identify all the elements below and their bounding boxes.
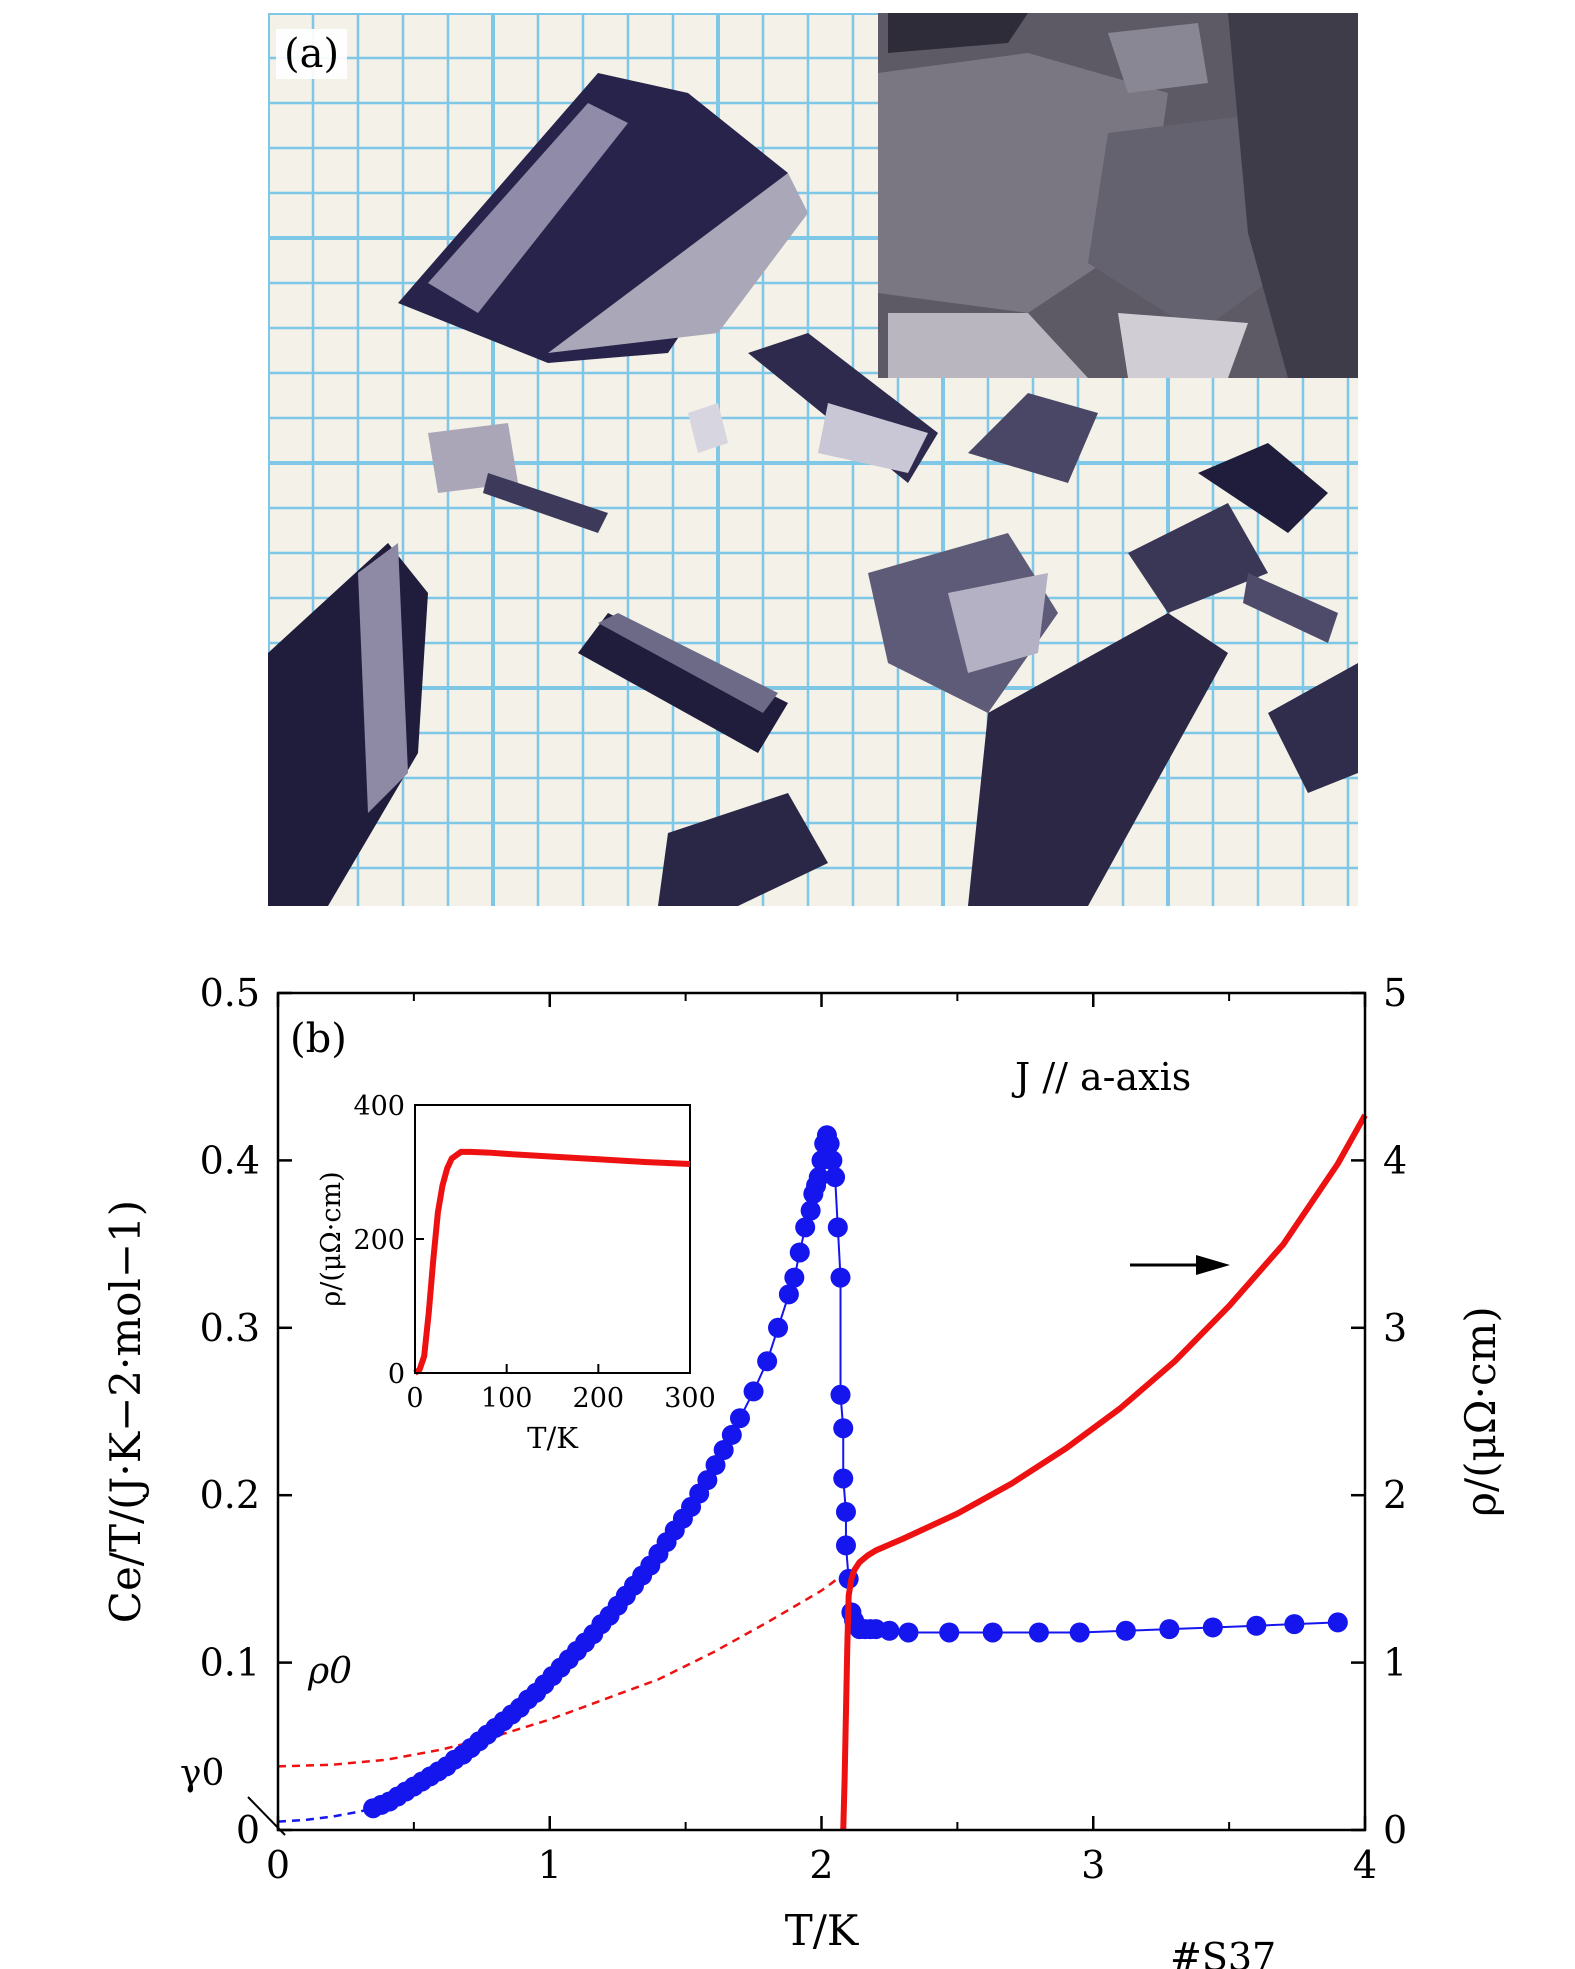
specific-heat-point bbox=[1159, 1619, 1180, 1640]
specific-heat-point bbox=[898, 1622, 919, 1643]
sample-id-annotation: #S37 bbox=[1170, 1935, 1276, 1969]
inset-chart: 0 100 200 300 0 200 400 T/K ρ/(μΩ·cm) bbox=[316, 1091, 716, 1455]
y-right-tick-label: 4 bbox=[1383, 1138, 1407, 1182]
y-right-tick-label: 2 bbox=[1383, 1473, 1407, 1517]
gamma0-pointer-line bbox=[247, 1796, 286, 1836]
y-left-tick-label: 0 bbox=[236, 1808, 260, 1852]
y-left-tick-label: 0.2 bbox=[200, 1473, 260, 1517]
chart-axes-layer: 0 1 2 3 400.10.20.30.40.5012345T/KCe/T/(J·K−… bbox=[101, 971, 1505, 1955]
rho0-annotation: ρ0 bbox=[307, 1651, 352, 1692]
specific-heat-point bbox=[1284, 1614, 1305, 1635]
x-tick-label: 2 bbox=[809, 1843, 833, 1887]
specific-heat-point bbox=[830, 1267, 851, 1288]
crystal-shards bbox=[268, 73, 1358, 906]
y-right-tick-label: 0 bbox=[1383, 1808, 1407, 1852]
inset-resistivity-curve bbox=[413, 1148, 691, 1376]
inset-y-tick-label: 0 bbox=[388, 1359, 405, 1390]
specific-heat-point bbox=[822, 1150, 843, 1171]
specific-heat-point bbox=[833, 1468, 854, 1489]
y-left-tick-label: 0.5 bbox=[200, 971, 260, 1015]
x-tick-label: 0 bbox=[266, 1843, 290, 1887]
specific-heat-point bbox=[1246, 1615, 1267, 1636]
specific-heat-point bbox=[795, 1217, 816, 1238]
inset-y-tick-label: 200 bbox=[353, 1225, 405, 1256]
x-tick-label: 4 bbox=[1353, 1843, 1377, 1887]
rho0-dashed-line bbox=[277, 1569, 850, 1768]
y-right-tick-label: 1 bbox=[1383, 1641, 1407, 1685]
crystal-photo bbox=[268, 13, 1358, 906]
x-axis-label: T/K bbox=[785, 1906, 860, 1955]
crystal-photo-panel: (a) bbox=[268, 13, 1358, 906]
current-direction-annotation: J // a-axis bbox=[1011, 1055, 1191, 1099]
specific-heat-point bbox=[778, 1284, 799, 1305]
specific-heat-point bbox=[743, 1381, 764, 1402]
specific-heat-point bbox=[705, 1455, 726, 1476]
right-axis-arrow bbox=[1130, 1255, 1230, 1275]
specific-heat-point bbox=[1028, 1622, 1049, 1643]
inset-x-tick-label: 100 bbox=[481, 1383, 533, 1414]
y-right-tick-label: 3 bbox=[1383, 1306, 1407, 1350]
gamma0-dashed-line bbox=[277, 1807, 374, 1823]
panel-a-label: (a) bbox=[276, 29, 348, 79]
gamma0-annotation: γ0 bbox=[180, 1753, 224, 1794]
inset-y-tick-label: 400 bbox=[353, 1091, 405, 1122]
inset-x-tick-label: 0 bbox=[406, 1383, 423, 1414]
specific-heat-point bbox=[768, 1317, 789, 1338]
specific-heat-point bbox=[879, 1620, 900, 1641]
inset-frame bbox=[414, 1104, 691, 1374]
panel-b-label: (b) bbox=[290, 1016, 347, 1062]
resistivity-curve bbox=[840, 1113, 1368, 1831]
specific-heat-point bbox=[1327, 1612, 1348, 1633]
inset-x-tick-label: 200 bbox=[573, 1383, 625, 1414]
y-left-tick-label: 0.4 bbox=[200, 1138, 260, 1182]
inset-photo bbox=[878, 13, 1358, 378]
specific-heat-point bbox=[982, 1622, 1003, 1643]
specific-heat-point bbox=[721, 1424, 742, 1445]
specific-heat-point bbox=[800, 1200, 821, 1221]
y-left-tick-label: 0.3 bbox=[200, 1306, 260, 1350]
specific-heat-point bbox=[713, 1440, 734, 1461]
specific-heat-point bbox=[697, 1470, 718, 1491]
specific-heat-point bbox=[808, 1167, 829, 1188]
specific-heat-point bbox=[1115, 1620, 1136, 1641]
specific-heat-point bbox=[784, 1267, 805, 1288]
y-right-tick-label: 5 bbox=[1383, 971, 1407, 1015]
specific-heat-point bbox=[939, 1622, 960, 1643]
specific-heat-point bbox=[819, 1133, 840, 1154]
specific-heat-point bbox=[1202, 1617, 1223, 1638]
specific-heat-point bbox=[833, 1418, 854, 1439]
specific-heat-point bbox=[827, 1217, 848, 1238]
specific-heat-point bbox=[729, 1408, 750, 1429]
specific-heat-point bbox=[1069, 1622, 1090, 1643]
y-right-axis-label: ρ/(μΩ·cm) bbox=[1456, 1306, 1505, 1516]
y-left-axis-label: Ce/T/(J·K−2·mol−1) bbox=[101, 1200, 150, 1623]
inset-x-tick-label: 300 bbox=[664, 1383, 716, 1414]
specific-heat-point bbox=[835, 1501, 856, 1522]
y-left-tick-label: 0.1 bbox=[200, 1641, 260, 1685]
specific-heat-point bbox=[789, 1242, 810, 1263]
inset-x-axis-label: T/K bbox=[527, 1421, 579, 1455]
x-tick-label: 3 bbox=[1081, 1843, 1105, 1887]
x-tick-label: 1 bbox=[538, 1843, 562, 1887]
chart-series-layer bbox=[277, 1113, 1368, 1831]
specific-heat-point bbox=[757, 1351, 778, 1372]
specific-heat-point bbox=[830, 1384, 851, 1405]
specific-heat-point bbox=[825, 1167, 846, 1188]
specific-heat-point bbox=[835, 1535, 856, 1556]
inset-y-axis-label: ρ/(μΩ·cm) bbox=[316, 1171, 347, 1306]
